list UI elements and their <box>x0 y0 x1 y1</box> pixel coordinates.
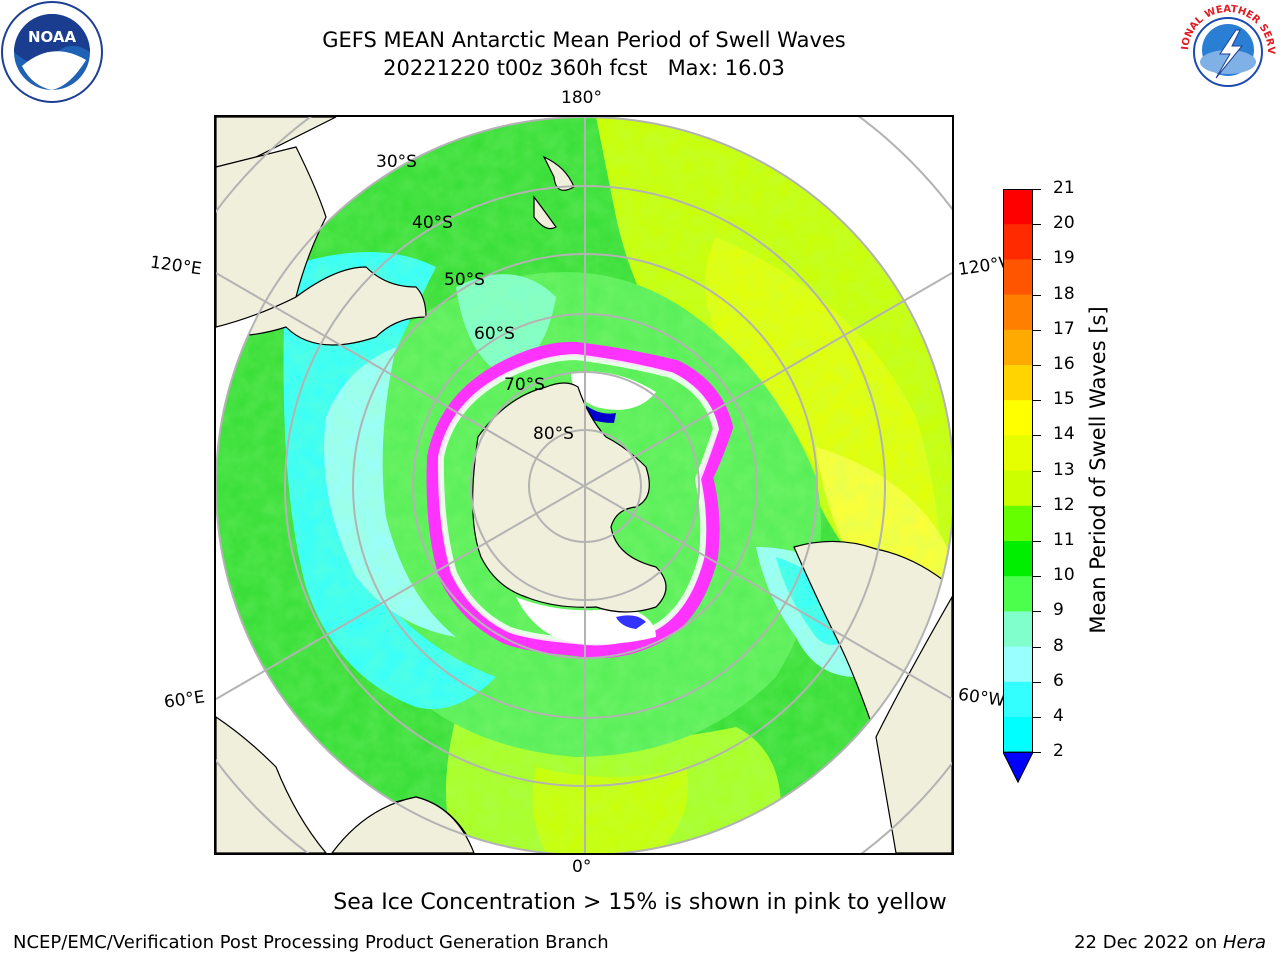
colorbar-band <box>1003 189 1033 225</box>
colorbar-band <box>1003 259 1033 296</box>
lat-label-80s: 80°S <box>533 424 574 444</box>
colorbar-tick-mark <box>1033 365 1041 366</box>
colorbar-tick-mark <box>1033 400 1041 402</box>
colorbar <box>1003 189 1033 783</box>
polar-map <box>216 117 952 853</box>
colorbar-band <box>1003 329 1033 366</box>
colorbar-extend-min <box>1003 751 1033 783</box>
date-text: 22 Dec 2022 on <box>1074 932 1223 953</box>
colorbar-tick-label: 17 <box>1053 318 1075 339</box>
lat-label-60s: 60°S <box>474 324 515 344</box>
colorbar-tick-mark <box>1033 646 1041 648</box>
date-stamp: 22 Dec 2022 on Hera <box>1074 932 1266 953</box>
colorbar-tick-mark <box>1033 435 1041 437</box>
colorbar-tick-mark <box>1033 505 1041 507</box>
colorbar-tick-label: 8 <box>1053 635 1064 656</box>
lon-label-180: 180° <box>561 88 602 108</box>
colorbar-tick-label: 16 <box>1053 354 1075 374</box>
colorbar-tick-label: 18 <box>1053 283 1075 304</box>
colorbar-tick-mark <box>1033 717 1041 718</box>
colorbar-band <box>1003 400 1033 436</box>
lat-label-50s: 50°S <box>444 270 485 290</box>
colorbar-band <box>1003 541 1033 577</box>
colorbar-tick-label: 6 <box>1053 670 1064 691</box>
colorbar-tick-label: 12 <box>1053 494 1075 515</box>
colorbar-tick-label: 4 <box>1053 706 1064 726</box>
colorbar-tick-label: 2 <box>1053 741 1064 762</box>
colorbar-tick-mark <box>1033 681 1041 683</box>
colorbar-tick-label: 9 <box>1053 600 1064 621</box>
colorbar-band <box>1003 576 1033 612</box>
colorbar-tick-label: 13 <box>1053 459 1075 480</box>
colorbar-band <box>1003 505 1033 542</box>
lat-label-70s: 70°S <box>504 375 545 395</box>
colorbar-tick-label: 20 <box>1053 213 1075 234</box>
colorbar-tick-mark <box>1033 189 1041 190</box>
credit-text: NCEP/EMC/Verification Post Processing Pr… <box>13 932 609 953</box>
colorbar-tick-mark <box>1033 329 1041 331</box>
colorbar-tick-mark <box>1033 224 1041 226</box>
svg-text:NOAA: NOAA <box>28 28 77 46</box>
lat-label-30s: 30°S <box>376 152 417 172</box>
lat-label-40s: 40°S <box>412 213 453 233</box>
colorbar-tick-label: 14 <box>1053 424 1075 445</box>
colorbar-label: Mean Period of Swell Waves [s] <box>1086 306 1110 634</box>
colorbar-tick-mark <box>1033 611 1041 613</box>
outside-land <box>216 117 952 853</box>
colorbar-tick-label: 19 <box>1053 248 1075 269</box>
colorbar-band <box>1003 646 1033 683</box>
graticule <box>216 117 952 853</box>
colorbar-tick-mark <box>1033 259 1041 261</box>
colorbar-tick-mark <box>1033 576 1041 578</box>
colorbar-tick-label: 10 <box>1053 565 1075 586</box>
map-title: GEFS MEAN Antarctic Mean Period of Swell… <box>322 28 846 52</box>
colorbar-tick-label: 21 <box>1053 178 1075 198</box>
colorbar-tick-mark <box>1033 294 1041 296</box>
colorbar-band <box>1003 717 1033 753</box>
colorbar-band <box>1003 224 1033 260</box>
lon-label-60e: 60°E <box>162 687 207 713</box>
colorbar-band <box>1003 611 1033 648</box>
colorbar-tick-label: 15 <box>1053 389 1075 410</box>
colorbar-band <box>1003 470 1033 507</box>
colorbar-band <box>1003 294 1033 331</box>
colorbar-tick-label: 11 <box>1053 530 1075 550</box>
colorbar-band <box>1003 365 1033 401</box>
map-panel <box>214 115 954 855</box>
colorbar-band <box>1003 435 1033 472</box>
machine-name: Hera <box>1222 932 1266 953</box>
colorbar-tick-mark <box>1033 541 1041 542</box>
colorbar-frame <box>1003 189 1033 753</box>
nws-logo: NATIONAL WEATHER SERVICE <box>1176 0 1278 102</box>
colorbar-tick-mark <box>1033 470 1041 472</box>
colorbar-band <box>1003 681 1033 718</box>
noaa-logo: NOAA <box>1 1 103 103</box>
colorbar-tick-mark <box>1033 752 1041 754</box>
lon-label-60w: 60°W <box>956 684 1007 712</box>
sea-ice-note: Sea Ice Concentration > 15% is shown in … <box>333 890 947 915</box>
lon-label-120e: 120°E <box>148 252 203 280</box>
lon-label-0: 0° <box>572 857 592 877</box>
map-subtitle: 20221220 t00z 360h fcst Max: 16.03 <box>383 56 785 80</box>
